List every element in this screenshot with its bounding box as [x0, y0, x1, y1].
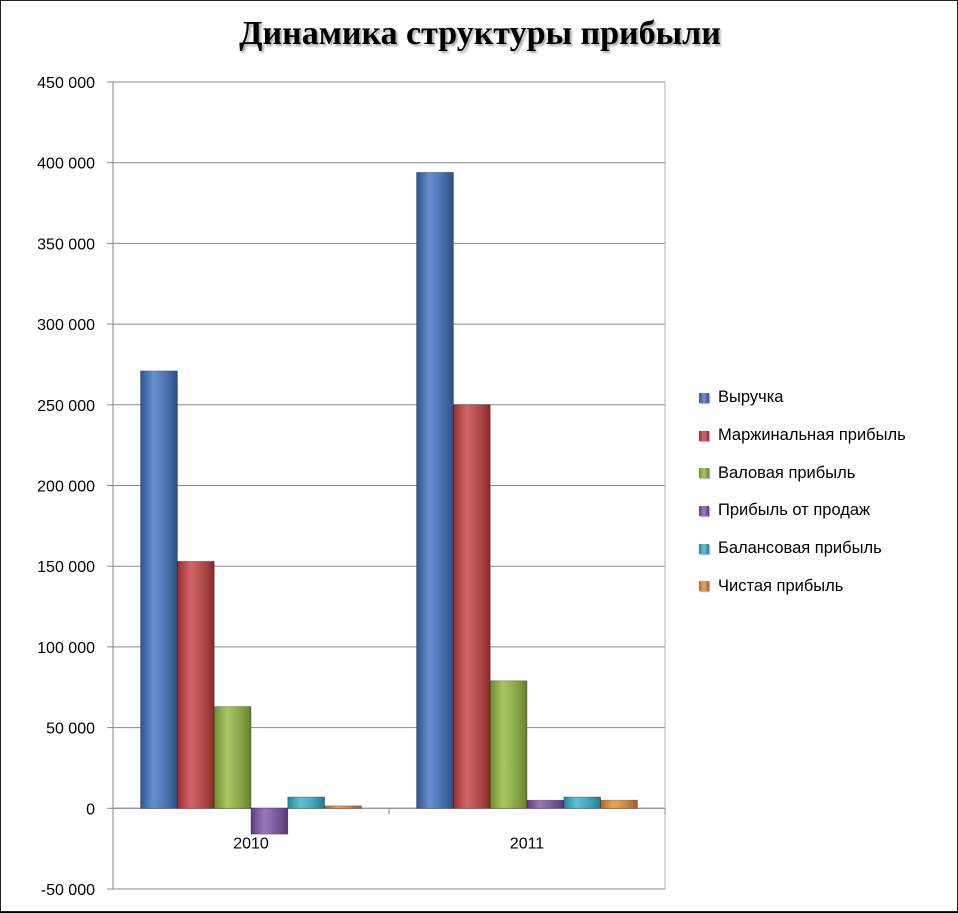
legend-item: Прибыль от продаж [699, 492, 906, 530]
bar-shade [600, 800, 638, 809]
bar-shade [140, 370, 178, 809]
bar-shade [527, 800, 564, 809]
legend-label: Маржинальная прибыль [718, 426, 906, 445]
y-tick-label: 200 000 [37, 479, 95, 496]
y-tick-label: 100 000 [37, 640, 95, 657]
bar-shade [287, 797, 325, 809]
legend-label: Валовая прибыль [718, 463, 856, 482]
y-tick-label: 0 [86, 801, 95, 818]
bar-shade [490, 680, 527, 809]
y-tick-label: 450 000 [37, 75, 95, 92]
bar-shade [324, 805, 362, 809]
legend-item: Балансовая прибыль [699, 530, 906, 568]
bar-shade [214, 706, 251, 809]
legend-swatch [699, 505, 709, 516]
y-tick-label: -50 000 [41, 882, 95, 899]
legend-swatch [699, 581, 709, 592]
legend: Выручка Маржинальная прибыль Валовая прибы… [699, 379, 906, 605]
chart-title: Динамика структуры прибыли [239, 15, 721, 52]
y-tick-label: 400 000 [37, 156, 95, 173]
legend-swatch [699, 392, 709, 403]
legend-label: Прибыль от продаж [718, 501, 871, 520]
y-tick-label: 350 000 [37, 236, 95, 253]
legend-label: Чистая прибыль [718, 576, 844, 595]
legend-item: Чистая прибыль [699, 567, 906, 605]
bar-shade [177, 561, 215, 809]
legend-label: Выручка [718, 388, 784, 407]
legend-swatch [699, 543, 709, 554]
x-tick-label: 2010 [233, 835, 269, 852]
legend-item: Валовая прибыль [699, 454, 906, 492]
axis-labels: 450 000 400 000 350 000 300 000 250 000 200 0… [37, 75, 544, 899]
x-tick-label: 2011 [510, 835, 545, 852]
legend-item: Маржинальная прибыль [699, 417, 906, 455]
legend-swatch [699, 430, 709, 441]
y-tick-label: 150 000 [37, 559, 95, 576]
legend-swatch [699, 468, 709, 479]
y-tick-label: 250 000 [37, 398, 95, 415]
bar-shade [453, 404, 491, 809]
bars [140, 171, 638, 835]
legend-item: Выручка [699, 379, 906, 417]
bar-shade [416, 172, 454, 809]
legend-label: Балансовая прибыль [718, 539, 882, 558]
y-tick-label: 300 000 [37, 317, 95, 334]
bar-shade [563, 797, 601, 809]
y-tick-label: 50 000 [46, 721, 95, 738]
bar-shade [251, 808, 288, 835]
